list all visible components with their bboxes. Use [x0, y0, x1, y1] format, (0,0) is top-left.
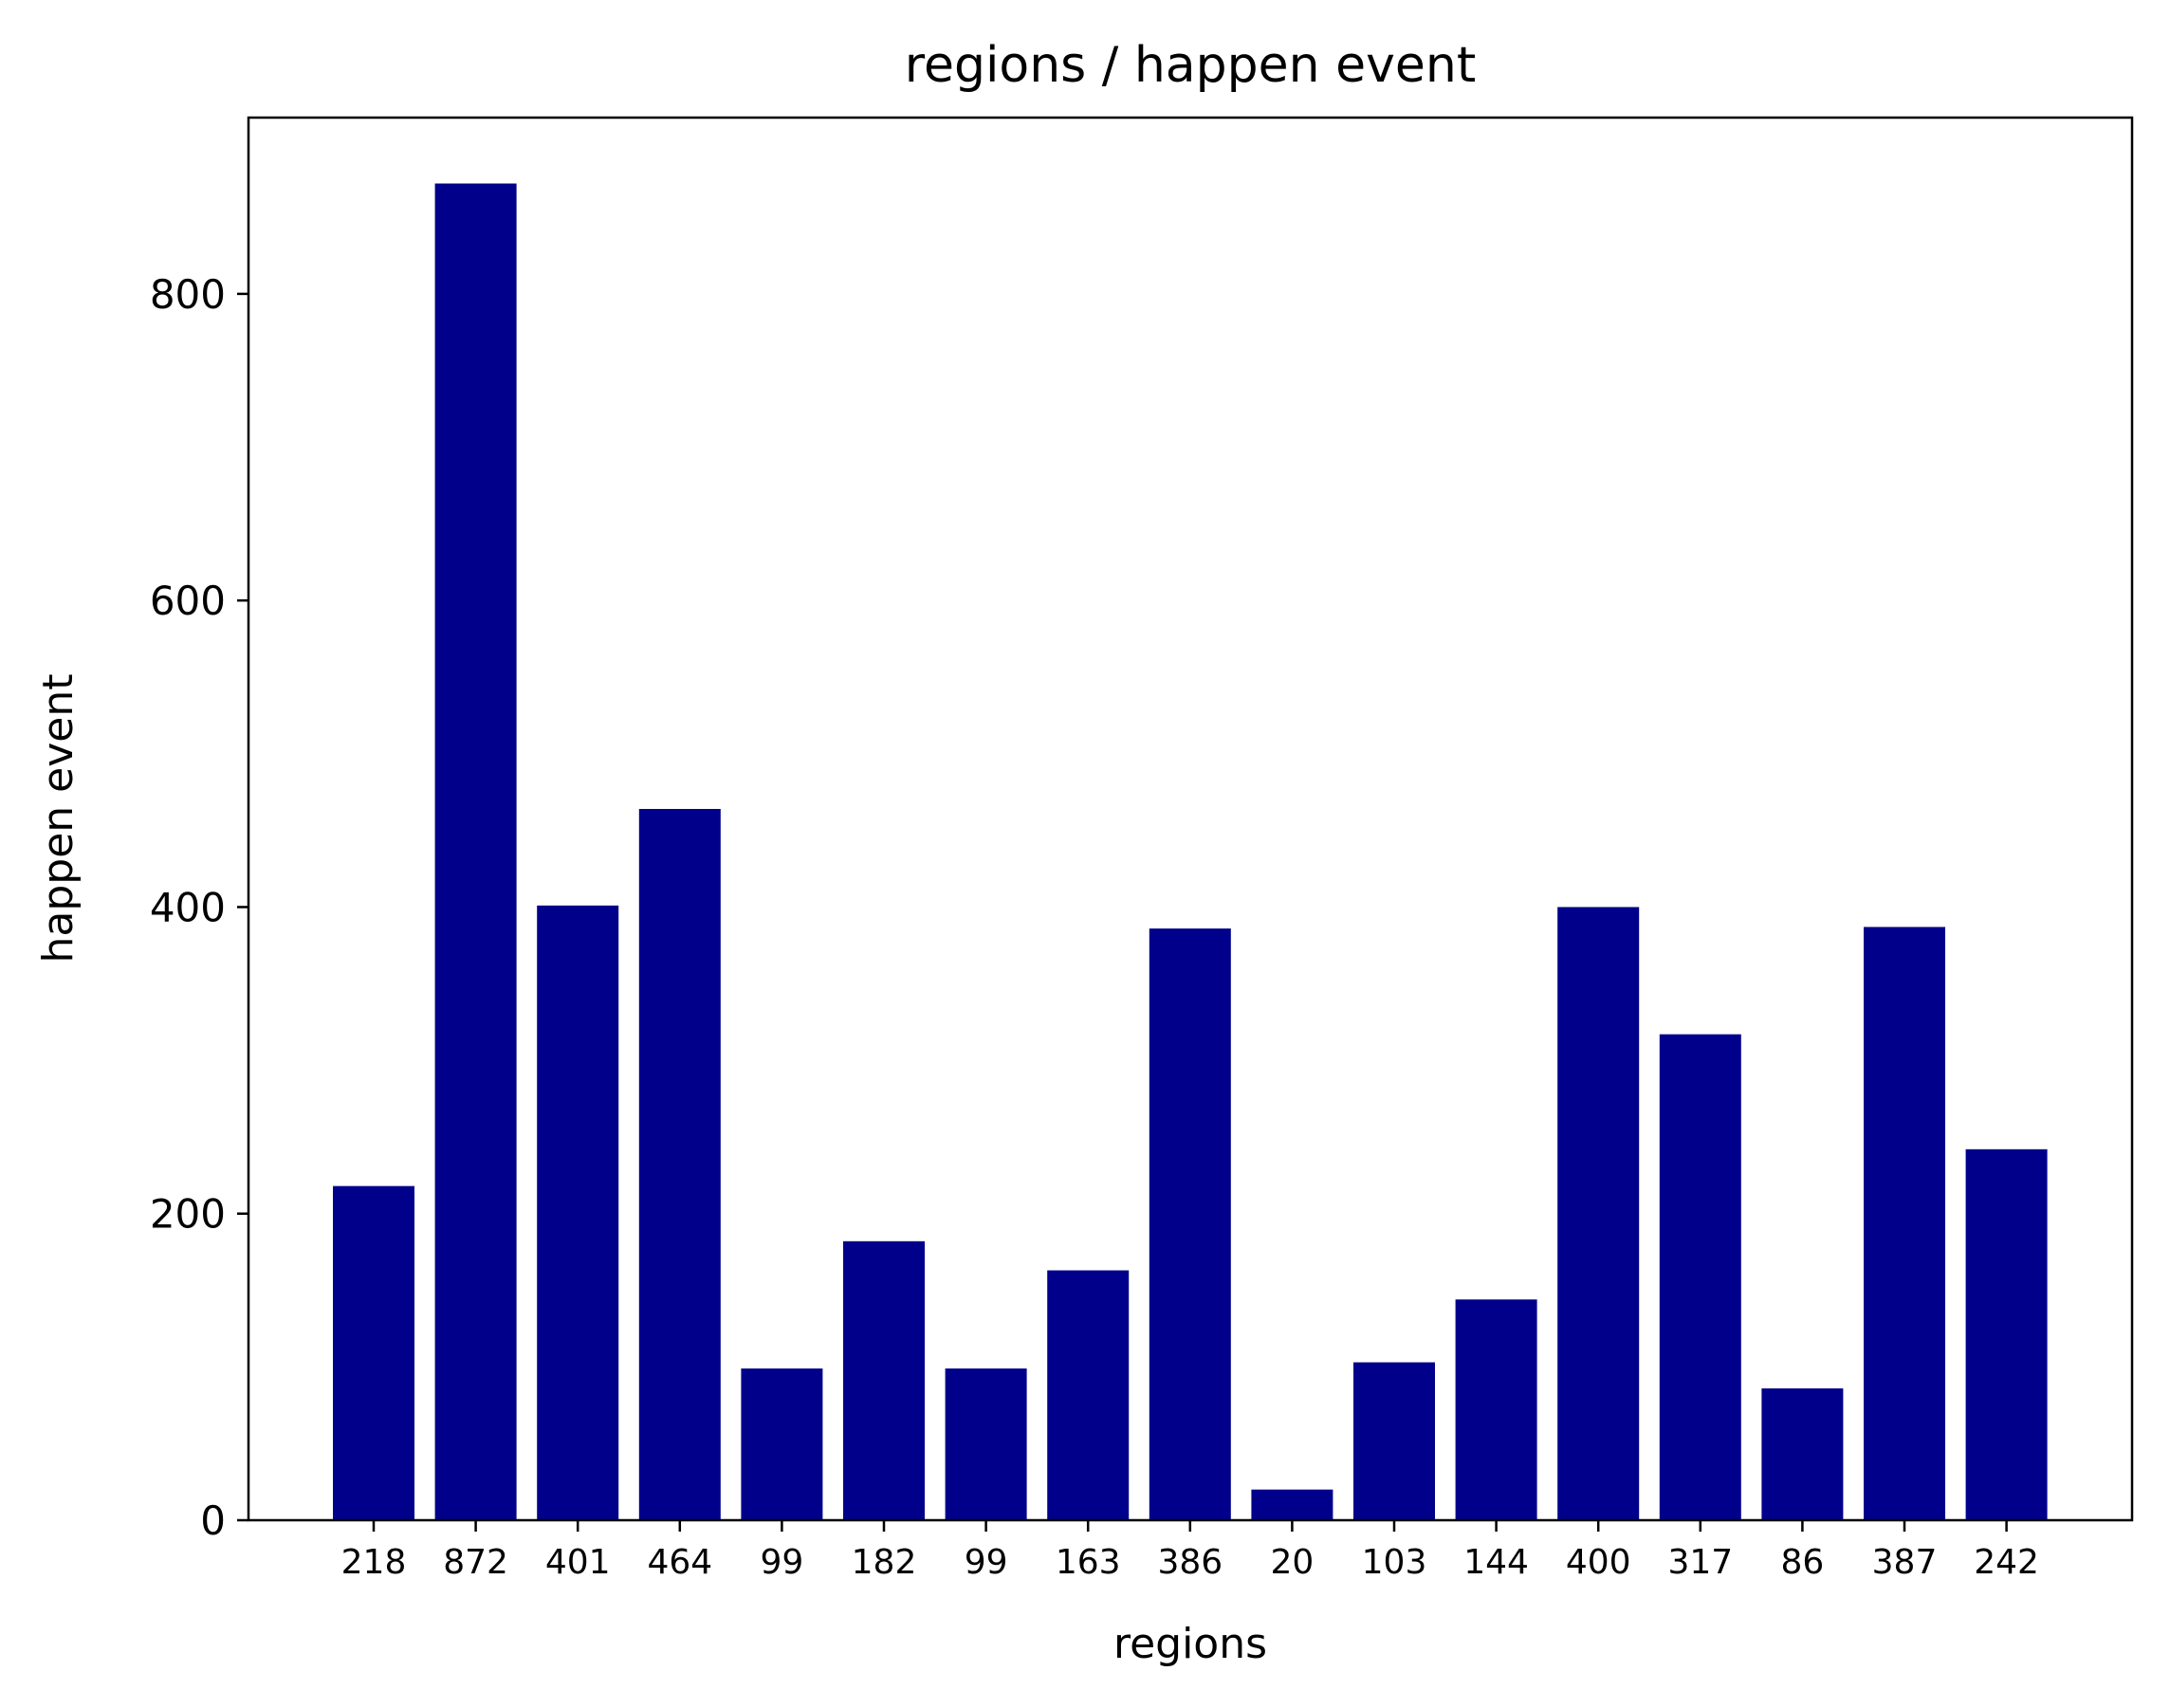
x-tick-label: 99: [760, 1543, 803, 1582]
bar-16: [1965, 1148, 2048, 1520]
bar-9: [1251, 1489, 1333, 1520]
x-tick-label: 218: [341, 1543, 407, 1582]
y-tick-label: 600: [150, 578, 226, 624]
x-axis-label: regions: [1113, 1620, 1267, 1668]
y-axis-ticks: 0 200 400 600 800: [150, 271, 248, 1544]
x-tick-label: 464: [647, 1543, 712, 1582]
bar-3: [638, 808, 721, 1520]
x-tick-label: 144: [1463, 1543, 1529, 1582]
x-tick-label: 99: [965, 1543, 1008, 1582]
x-tick-label: 386: [1157, 1543, 1223, 1582]
bar-4: [741, 1368, 823, 1520]
x-axis-ticks: 218 872 401 464 99 182 99 163 386 20 103 144 400 317 8…: [341, 1520, 2039, 1582]
x-tick-label: 387: [1872, 1543, 1938, 1582]
plot-frame: [247, 116, 2134, 1522]
bar-7: [1047, 1270, 1130, 1520]
bar-1: [434, 183, 517, 1521]
y-tick-label: 400: [150, 884, 226, 930]
x-tick-label: 400: [1566, 1543, 1631, 1582]
bar-10: [1353, 1362, 1435, 1520]
y-axis-label: happen event: [34, 674, 83, 964]
bar-5: [843, 1240, 925, 1520]
x-tick-label: 182: [852, 1543, 917, 1582]
x-tick-label: 872: [443, 1543, 508, 1582]
bar-group: [333, 183, 2048, 1521]
y-tick-label: 0: [200, 1497, 226, 1544]
bar-11: [1455, 1299, 1537, 1520]
x-tick-label: 163: [1056, 1543, 1121, 1582]
bar-15: [1864, 927, 1945, 1520]
x-tick-label: 86: [1780, 1543, 1824, 1582]
x-tick-label: 401: [545, 1543, 611, 1582]
bar-6: [945, 1368, 1027, 1520]
y-tick-label: 200: [150, 1191, 226, 1238]
y-tick-label: 800: [150, 271, 226, 318]
bar-2: [537, 905, 619, 1520]
chart-title: regions / happen event: [905, 37, 1477, 94]
x-tick-label: 242: [1974, 1543, 2039, 1582]
bar-8: [1149, 928, 1231, 1520]
bar-0: [333, 1185, 414, 1520]
x-tick-label: 103: [1362, 1543, 1427, 1582]
bar-14: [1761, 1387, 1844, 1520]
x-tick-label: 317: [1667, 1543, 1733, 1582]
bar-12: [1557, 907, 1640, 1520]
bar-13: [1659, 1034, 1741, 1520]
x-tick-label: 20: [1270, 1543, 1314, 1582]
